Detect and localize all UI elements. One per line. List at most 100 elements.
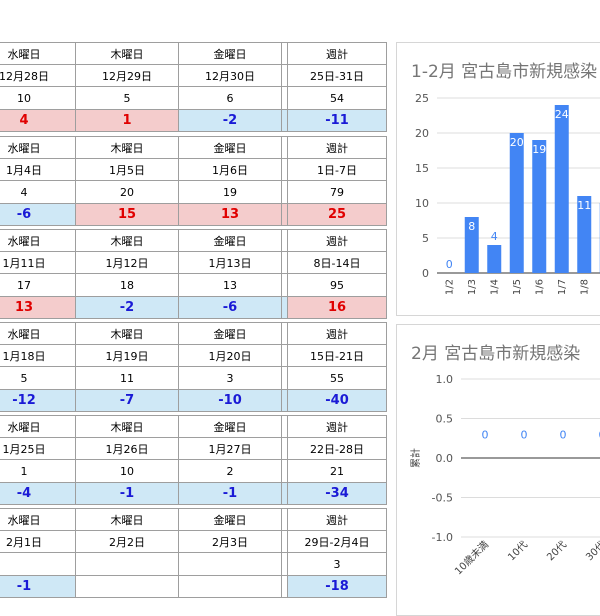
week-range: 29日-2月4日	[288, 531, 387, 553]
week-total: 54	[288, 87, 387, 110]
week-diff: -40	[288, 390, 387, 412]
bar	[487, 245, 501, 273]
x-tick-label: 1/8	[579, 279, 590, 295]
diff-cell: 1	[76, 110, 179, 132]
y-tick-label: 0.0	[436, 452, 454, 465]
x-tick-label: 10代	[506, 539, 531, 564]
count-cell	[179, 553, 282, 576]
week-range: 25日-31日	[288, 65, 387, 87]
x-tick-label: 1/7	[557, 279, 568, 295]
diff-cell: -1	[179, 483, 282, 505]
bar	[532, 140, 546, 273]
data-label: 24	[555, 108, 569, 121]
count-cell: 20	[76, 181, 179, 204]
x-tick-label: 1/5	[512, 279, 523, 295]
week-diff: 16	[288, 297, 387, 319]
weekday-header: 金曜日	[179, 509, 282, 531]
data-label: 0	[560, 428, 567, 441]
diff-cell: 13	[179, 204, 282, 226]
count-cell: 10	[0, 87, 76, 110]
y-tick-label: 0	[422, 267, 429, 280]
weekday-header: 木曜日	[76, 43, 179, 65]
weekday-header: 金曜日	[179, 323, 282, 345]
weekday-header: 木曜日	[76, 230, 179, 252]
date-cell: 1月19日	[76, 345, 179, 367]
diff-cell: 13	[0, 297, 76, 319]
week-diff: -11	[288, 110, 387, 132]
x-tick-label: 1/4	[489, 279, 500, 295]
daily-cases-chart: 051015202501/281/341/4201/5191/6241/7111…	[397, 43, 600, 315]
y-tick-label: 15	[415, 162, 429, 175]
diff-cell: -2	[76, 297, 179, 319]
diff-cell: -1	[76, 483, 179, 505]
weekday-header: 水曜日	[0, 230, 76, 252]
week-total: 21	[288, 460, 387, 483]
diff-cell: -12	[0, 390, 76, 412]
count-cell: 18	[76, 274, 179, 297]
diff-cell: -1	[0, 576, 76, 598]
week-total: 95	[288, 274, 387, 297]
week-range: 15日-21日	[288, 345, 387, 367]
x-tick-label: 1/3	[467, 279, 478, 295]
count-cell: 5	[76, 87, 179, 110]
date-cell: 1月25日	[0, 438, 76, 460]
data-label: 0	[446, 258, 453, 271]
x-tick-label: 1/6	[534, 279, 545, 295]
date-cell: 1月13日	[179, 252, 282, 274]
x-tick-label: 20代	[545, 539, 570, 564]
weekday-header: 木曜日	[76, 323, 179, 345]
date-cell: 2月3日	[179, 531, 282, 553]
weekly-header: 週計	[288, 323, 387, 345]
week-diff: 25	[288, 204, 387, 226]
diff-cell: -2	[179, 110, 282, 132]
date-cell: 12月28日	[0, 65, 76, 87]
week-range: 22日-28日	[288, 438, 387, 460]
y-tick-label: 25	[415, 92, 429, 105]
data-label: 11	[577, 199, 591, 212]
count-cell: 4	[0, 181, 76, 204]
date-cell: 2月1日	[0, 531, 76, 553]
weekday-header: 木曜日	[76, 509, 179, 531]
weekly-header: 週計	[288, 230, 387, 252]
count-cell: 11	[76, 367, 179, 390]
data-label: 20	[510, 136, 524, 149]
week-diff: -34	[288, 483, 387, 505]
week-range: 8日-14日	[288, 252, 387, 274]
weekday-header: 水曜日	[0, 416, 76, 438]
x-tick-label: 1/2	[444, 279, 455, 295]
weekday-header: 水曜日	[0, 43, 76, 65]
date-cell: 1月12日	[76, 252, 179, 274]
diff-cell: -6	[179, 297, 282, 319]
weekday-header: 木曜日	[76, 137, 179, 159]
date-cell: 1月6日	[179, 159, 282, 181]
bar	[510, 133, 524, 273]
count-cell: 1	[0, 460, 76, 483]
week-diff: -18	[288, 576, 387, 598]
date-cell: 12月29日	[76, 65, 179, 87]
data-label: 4	[491, 230, 498, 243]
data-label: 0	[521, 428, 528, 441]
count-cell	[0, 553, 76, 576]
bar	[555, 105, 569, 273]
y-tick-label: -1.0	[432, 531, 453, 544]
diff-cell: 15	[76, 204, 179, 226]
week-total: 3	[288, 553, 387, 576]
x-tick-label: 30代	[584, 539, 600, 564]
x-tick-label: 10歳未満	[452, 539, 491, 578]
date-cell: 1月11日	[0, 252, 76, 274]
y-tick-label: 1.0	[436, 373, 454, 386]
data-label: 8	[468, 220, 475, 233]
week-total: 79	[288, 181, 387, 204]
weekday-header: 金曜日	[179, 230, 282, 252]
y-tick-label: 0.5	[436, 413, 454, 426]
diff-cell: -10	[179, 390, 282, 412]
weekday-header: 水曜日	[0, 137, 76, 159]
week-range: 1日-7日	[288, 159, 387, 181]
diff-cell	[76, 576, 179, 598]
count-cell: 5	[0, 367, 76, 390]
date-cell: 1月20日	[179, 345, 282, 367]
